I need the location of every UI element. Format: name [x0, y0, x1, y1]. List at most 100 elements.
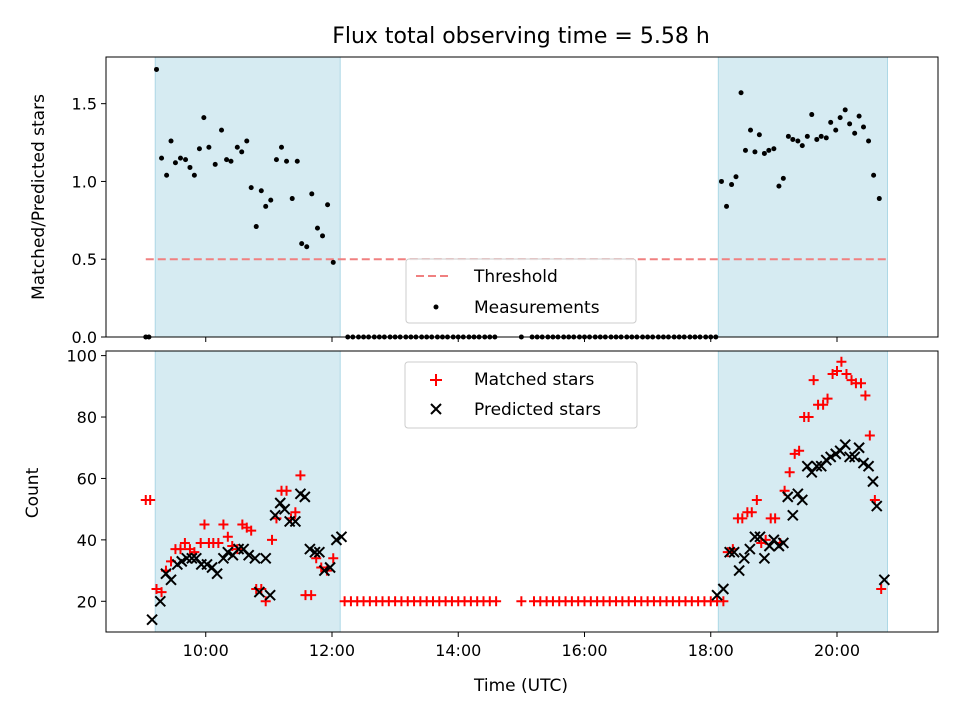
measurement-point — [852, 130, 858, 136]
measurement-point — [187, 164, 193, 170]
top-y-axis-label: Matched/Predicted stars — [29, 94, 49, 300]
top-legend-threshold-label: Threshold — [473, 267, 558, 287]
predicted-star-point — [154, 595, 166, 607]
measurement-point — [861, 124, 867, 130]
measurement-point — [299, 241, 305, 247]
x-tick-label: 12:00 — [309, 641, 355, 660]
predicted-star-point — [176, 555, 188, 568]
predicted-star-point — [324, 561, 336, 574]
matched-star-point — [746, 507, 757, 518]
x-tick-label: 14:00 — [435, 641, 481, 660]
measurement-point — [766, 147, 772, 153]
bottom-legend-matched-label: Matched stars — [474, 370, 594, 390]
predicted-star-point — [146, 614, 158, 626]
measurement-point — [790, 136, 796, 142]
measurement-point — [724, 203, 730, 209]
measurement-point — [876, 196, 882, 202]
matched-legend-swatch — [430, 374, 442, 386]
predicted-star-point — [848, 451, 861, 463]
matched-star-point — [855, 378, 866, 389]
measurement-point — [196, 146, 202, 152]
predicted-star-point — [782, 491, 794, 503]
matched-star-point — [295, 470, 306, 481]
predicted-star-point — [811, 460, 823, 472]
x-tick-label: 10:00 — [183, 641, 229, 660]
bottom-legend-predicted-label: Predicted stars — [474, 400, 601, 420]
measurement-point — [219, 127, 225, 133]
y-tick-label: 0.0 — [72, 328, 97, 347]
matched-star-point — [179, 537, 190, 548]
matched-star-point — [213, 537, 224, 548]
predicted-star-point — [738, 552, 750, 565]
matched-star-point — [841, 369, 852, 380]
measurement-point — [818, 133, 824, 139]
plot-frame — [105, 56, 939, 338]
matched-star-point — [218, 519, 229, 530]
predicted-star-point — [728, 546, 740, 558]
predicted-star-point — [839, 438, 851, 451]
measurement-point — [206, 144, 212, 150]
predicted-star-point — [754, 531, 766, 543]
predicted-star-point — [744, 543, 756, 555]
measurement-point — [833, 127, 839, 133]
measurement-point — [742, 147, 748, 153]
predicted-star-point — [313, 546, 326, 558]
matched-star-point — [751, 494, 762, 505]
observing-window-band — [717, 350, 888, 633]
y-tick-label: 60 — [77, 469, 97, 488]
ratio-panel: 0.0 0.5 1.0 1.5 — [72, 56, 939, 347]
matched-star-point — [803, 412, 814, 423]
matched-star-point — [876, 584, 887, 595]
measurements-legend-swatch — [433, 304, 439, 310]
measurement-point — [228, 158, 234, 164]
predicted-star-point — [211, 567, 223, 580]
predicted-star-point — [763, 540, 776, 552]
measurement-point — [172, 160, 178, 166]
measurement-point — [320, 233, 326, 239]
matched-star-point — [246, 525, 257, 536]
measurement-point — [847, 121, 853, 127]
observing-window-band — [717, 56, 888, 338]
measurement-point — [866, 138, 872, 144]
predicted-star-point — [260, 552, 272, 565]
measurement-point — [752, 149, 758, 155]
x-axis-label: Time (UTC) — [473, 676, 568, 696]
matched-star-point — [267, 534, 278, 545]
predicted-star-point — [318, 564, 331, 577]
measurement-point — [304, 244, 310, 250]
predicted-star-point — [249, 552, 261, 565]
measurement-point — [314, 225, 320, 231]
matched-star-point — [156, 587, 167, 598]
predicted-star-point — [787, 509, 799, 522]
predicted-star-point — [796, 494, 808, 506]
top-legend-measurements-label: Measurements — [474, 298, 600, 318]
matched-star-point — [822, 393, 833, 404]
predicted-star-point — [253, 586, 266, 598]
measurement-point — [842, 107, 848, 113]
measurement-point — [168, 138, 174, 144]
matched-star-point — [718, 596, 729, 607]
predicted-star-point — [867, 475, 879, 488]
matched-star-point — [808, 375, 819, 386]
matched-star-point — [722, 547, 733, 558]
measurement-point — [823, 135, 829, 141]
matched-star-point — [290, 507, 301, 518]
matched-star-point — [860, 390, 871, 401]
predicted-star-point — [801, 460, 814, 472]
matched-star-point — [328, 553, 339, 564]
matched-star-point — [784, 467, 795, 478]
predicted-star-point — [792, 488, 804, 500]
matched-star-point — [831, 365, 842, 376]
count-panel: 20 40 60 80 100 10:00 12:00 14:00 16:00 18:00 20:0… — [66, 347, 939, 660]
predicted-star-point — [824, 451, 837, 463]
predicted-star-point — [274, 497, 286, 509]
measurement-point — [738, 90, 744, 96]
measurement-point — [785, 133, 791, 139]
predicted-star-point — [871, 500, 883, 512]
predicted-star-point — [758, 552, 771, 565]
plot-frame — [105, 350, 939, 633]
y-tick-label: 100 — [66, 347, 97, 366]
measurement-point — [761, 150, 767, 156]
measurement-point — [263, 203, 269, 209]
y-tick-label: 80 — [77, 408, 97, 427]
